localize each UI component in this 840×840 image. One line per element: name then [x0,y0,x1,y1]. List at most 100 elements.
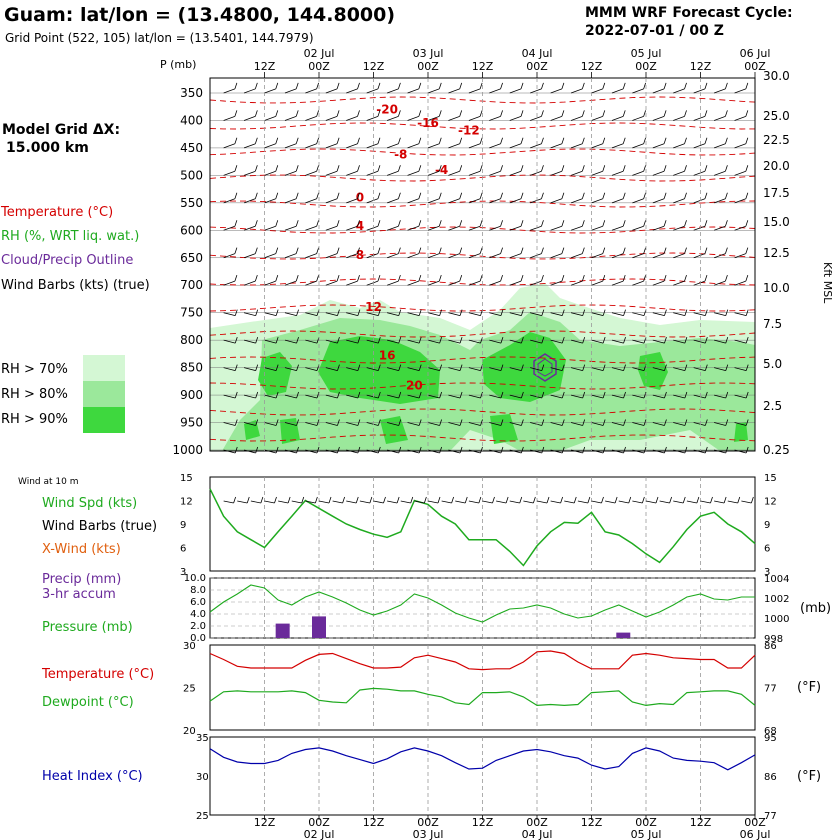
wind-barb-flag [602,309,606,316]
temperature-tick-label: 30 [183,641,196,652]
wind-barb [489,280,501,286]
wind-barb-flag [520,137,524,144]
wind-barb [693,367,706,371]
wind-barb [448,367,461,371]
wind-barb-10m-flag [246,496,250,504]
forecast-cycle-title: MMM WRF Forecast Cycle: [585,5,793,21]
wind-barb-flag [480,419,483,426]
wind-barb-flag [438,247,442,254]
wind-barb-flag [725,419,729,426]
wind-barb-flag [295,165,299,172]
wind-barb [693,88,706,94]
wind-barb-flag [316,247,320,254]
wind-barb-flag [418,110,422,117]
wind-barb [325,198,338,204]
wind-barb-flag [541,82,544,90]
time-tick-label-top: 00Z [417,60,439,73]
wind-barb [284,253,297,259]
wind-barb [386,170,399,176]
wind-barb-flag [296,391,299,399]
wind-barb-flag [316,220,320,227]
wind-barb-10m-flag [560,496,564,504]
wind-barb [305,198,317,204]
wind-barb-flag [664,336,667,344]
wind-barb-flag [418,247,422,254]
wind-barb-flag [459,419,463,426]
wind-barb [570,170,583,176]
wind-barb-flag [561,247,565,254]
wind-barb-flag [296,446,299,454]
wind-barb-10m [550,500,561,504]
wind-barb-10m-flag [614,496,618,504]
wind-barb-flag [377,274,381,282]
wind-barb [346,280,358,286]
wind-barb [264,198,276,204]
wind-barb [366,198,379,204]
legend-rh80: RH > 80% [1,387,68,402]
wind-barb-10m-flag [696,496,700,504]
wind-barb [652,143,665,149]
wind-barb [734,253,746,259]
wind-barb [407,394,420,399]
wind-barb-flag [296,309,299,316]
wind-barb-flag [255,391,259,399]
wind-barb [530,198,542,204]
wind-barb-flag [275,274,279,282]
wind-barb [325,143,338,149]
wind-speed-line [209,488,756,567]
wind-barb-flag [316,192,320,199]
temperature-tick-label: 25 [183,684,196,695]
wind-barb-flag [500,82,503,90]
wind-barb-flag [438,110,442,117]
wind-barb [223,225,236,231]
wind-barb-flag [581,274,585,282]
wind-barb [243,394,256,399]
wind-barb-flag [643,110,647,117]
wind-barb-flag [377,220,381,227]
wind-barb-flag [520,192,524,199]
wind-barb-flag [561,309,565,316]
wind-barb-flag [377,247,381,254]
wind-barb-flag [541,336,545,344]
date-label-bottom: 03 Jul [413,828,444,840]
wind-barb-10m [237,500,248,504]
wind-barb-flag [663,165,667,172]
wind-barb-flag [582,364,586,371]
wind-barb-flag [439,364,443,371]
wind-barb-flag [398,137,401,144]
wind-barb-10m [509,500,520,504]
wind-barb [366,88,379,94]
wind-barb [243,225,256,231]
time-tick-label-top: 00Z [308,60,330,73]
wind-barb-flag [357,110,360,117]
legend-rh90-swatch [83,407,125,433]
wind-barb [530,312,542,317]
wind-barb-flag [602,220,606,227]
wind-barb-flag [459,137,463,144]
wind-barb [489,312,502,317]
temperature-contour [209,382,756,390]
wind-barb [284,143,297,149]
wind-barb [550,367,563,371]
temperature-contour-label: -20 [376,102,398,116]
heat-index-line [209,747,756,771]
precip-tick-label: 4.0 [190,609,206,620]
date-label-top: 05 Jul [631,47,662,60]
wind-barb [448,422,461,426]
wind-barb-10m-flag [505,496,509,504]
wind-barb-flag [581,165,585,172]
wind-barb-flag [725,220,728,227]
wind-barb [632,394,645,399]
legend-dewpoint: Dewpoint (°C) [42,695,134,710]
wind-barb-flag [398,419,402,426]
wind-barb-flag [725,446,729,454]
wind-barb [346,394,358,399]
wind-barb [284,367,297,371]
wind-barb [386,88,399,94]
wind-barb [509,170,522,176]
wind-barb-10m [741,500,752,504]
wind-barb [264,253,276,259]
wind-barb-flag [541,391,545,399]
wind-barb [734,115,746,121]
wind-barb-flag [581,82,585,90]
